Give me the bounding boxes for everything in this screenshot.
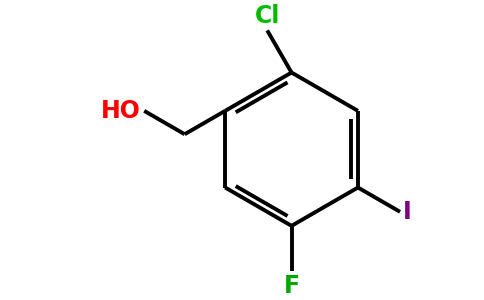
- Text: HO: HO: [101, 99, 140, 123]
- Text: I: I: [403, 200, 411, 224]
- Text: Cl: Cl: [255, 4, 280, 28]
- Text: F: F: [284, 274, 300, 298]
